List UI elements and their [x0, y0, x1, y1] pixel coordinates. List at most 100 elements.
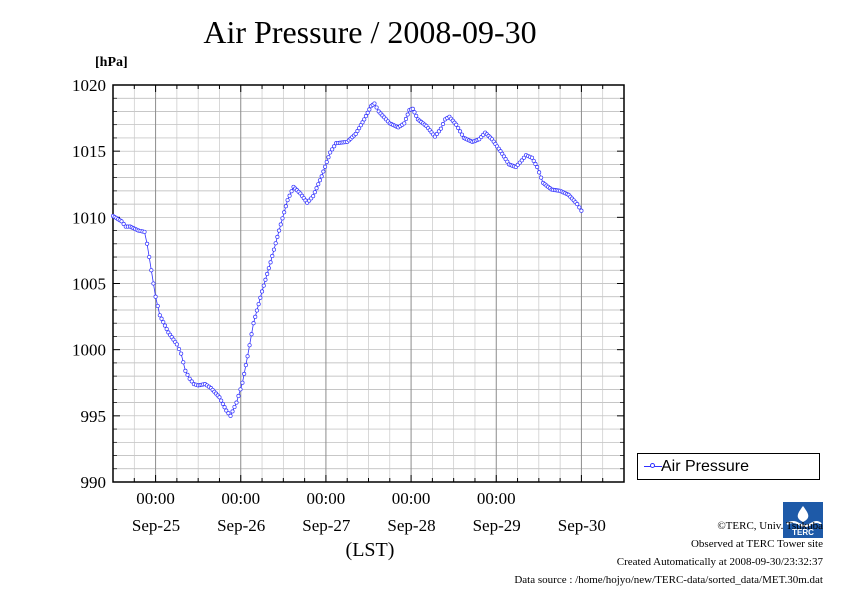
data-point — [363, 114, 369, 119]
data-point — [142, 229, 147, 234]
data-point — [189, 379, 194, 384]
data-point — [317, 178, 323, 183]
observed-text: Observed at TERC Tower site — [690, 538, 823, 550]
data-point — [353, 131, 358, 137]
data-point — [332, 144, 337, 149]
data-point — [403, 116, 409, 122]
data-point — [360, 120, 365, 125]
data-point — [253, 314, 258, 319]
data-point — [519, 158, 524, 163]
x-axis-label: (LST) — [346, 539, 395, 561]
data-point — [187, 376, 192, 381]
data-point — [268, 260, 273, 265]
data-point — [577, 205, 582, 210]
data-point — [164, 326, 169, 332]
data-point — [328, 150, 333, 155]
data-point — [321, 169, 326, 174]
data-point — [153, 294, 158, 299]
data-point — [367, 107, 372, 112]
data-point — [535, 165, 540, 170]
data-point — [271, 247, 277, 252]
data-point — [266, 266, 271, 271]
data-point — [432, 134, 437, 139]
data-point — [278, 222, 283, 227]
y-tick-label: 995 — [81, 407, 107, 426]
data-point — [283, 204, 288, 209]
data-point — [365, 110, 370, 115]
axis-labels: 990 995 1000 1005 1010 1015 1020 00:00 00:00 00:0… — [72, 76, 606, 535]
legend-marker-swatch — [650, 463, 655, 468]
x-date-label: Sep-29 — [473, 516, 521, 535]
x-time-label: 00:00 — [221, 489, 260, 508]
data-point — [531, 158, 536, 163]
data-point — [457, 129, 463, 134]
data-point — [259, 289, 265, 294]
data-point — [533, 161, 538, 167]
data-point — [226, 411, 231, 416]
data-point — [282, 210, 287, 215]
series-air-pressure — [110, 101, 584, 418]
x-date-label: Sep-26 — [217, 516, 265, 535]
y-tick-label: 990 — [81, 473, 107, 492]
data-point — [234, 400, 239, 405]
data-point — [405, 112, 410, 117]
data-point — [261, 283, 266, 288]
data-point — [119, 219, 124, 224]
data-point — [258, 295, 263, 300]
data-point — [238, 387, 243, 392]
data-point — [232, 404, 237, 410]
data-point — [222, 405, 227, 410]
data-point — [319, 174, 324, 179]
data-point — [251, 321, 256, 326]
data-point — [147, 254, 152, 260]
x-time-label: 00:00 — [136, 489, 175, 508]
data-point — [157, 313, 162, 318]
data-point — [149, 268, 154, 273]
data-point — [311, 194, 316, 199]
data-point — [434, 131, 439, 137]
y-tick-label: 1010 — [72, 208, 106, 227]
data-point — [183, 368, 188, 373]
x-time-label: 00:00 — [307, 489, 346, 508]
data-point — [316, 182, 321, 187]
y-tick-label: 1015 — [72, 142, 106, 161]
data-source-text: Data source : /home/hojyo/new/TERC-data/… — [514, 574, 823, 586]
data-point — [579, 208, 584, 213]
data-point — [236, 393, 241, 399]
data-point — [456, 125, 461, 131]
data-point — [326, 155, 331, 160]
data-point — [243, 363, 248, 368]
data-point — [228, 413, 233, 418]
data-point — [230, 409, 235, 414]
data-point — [249, 332, 254, 337]
data-point — [219, 398, 224, 403]
data-point — [414, 113, 419, 118]
data-point — [289, 189, 294, 194]
data-point — [273, 241, 278, 246]
data-point — [121, 221, 126, 227]
data-point — [285, 198, 290, 203]
tick-layer — [113, 84, 624, 483]
data-point — [174, 342, 179, 347]
y-tick-label: 1005 — [72, 275, 106, 294]
data-point — [151, 281, 156, 286]
data-point — [575, 202, 580, 207]
data-point — [358, 123, 363, 128]
data-point — [357, 126, 362, 131]
data-point — [438, 126, 443, 131]
data-point — [374, 105, 379, 110]
data-point — [224, 408, 229, 413]
data-point — [312, 190, 317, 195]
data-point — [217, 395, 222, 400]
data-point — [372, 101, 377, 106]
data-point — [220, 401, 225, 406]
data-point — [362, 117, 367, 122]
data-point — [280, 216, 285, 221]
data-point — [162, 323, 168, 328]
data-point — [402, 121, 407, 126]
data-point — [254, 308, 259, 313]
data-point — [539, 175, 544, 180]
data-point — [256, 302, 261, 307]
x-date-label: Sep-28 — [387, 516, 435, 535]
